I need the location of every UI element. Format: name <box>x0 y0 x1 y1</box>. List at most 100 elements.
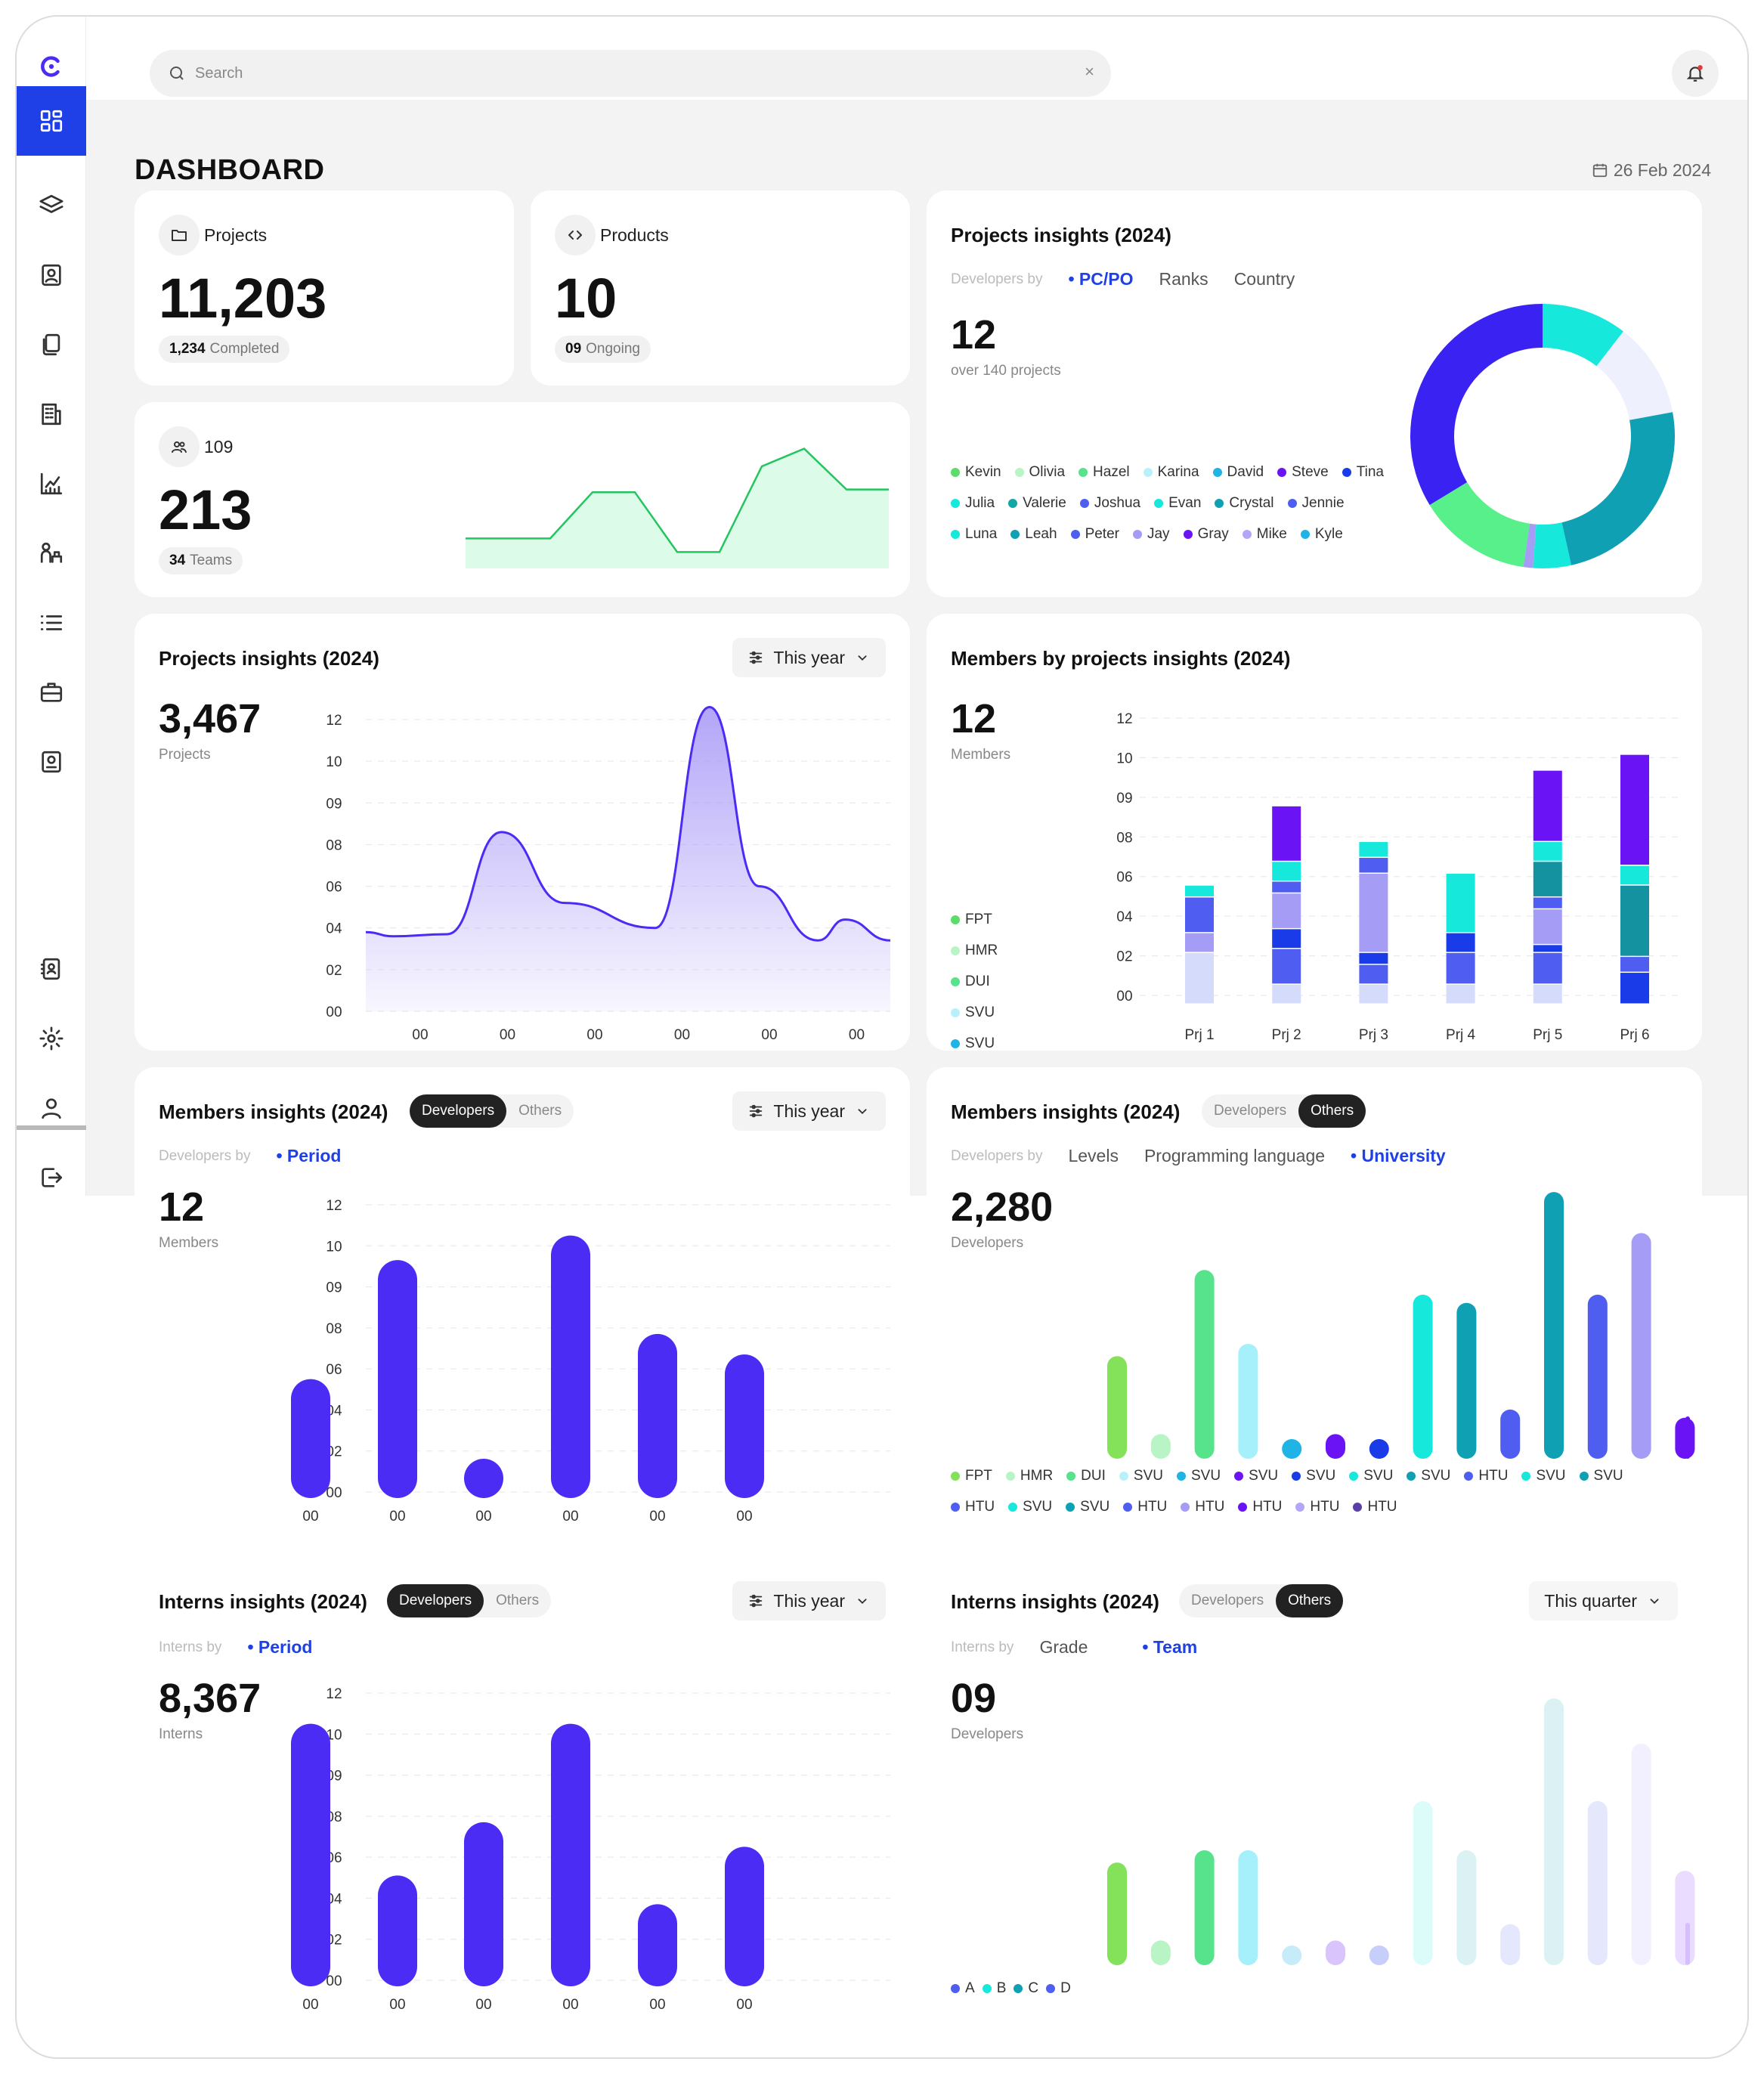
bar <box>464 1459 503 1498</box>
briefcase-icon[interactable] <box>17 658 86 727</box>
teams-card[interactable]: 109 213 34 Teams <box>135 402 910 597</box>
bar-partial <box>1685 1923 1690 1965</box>
legend-item: Kyle <box>1300 518 1343 549</box>
stack-sub: Members <box>951 747 1011 763</box>
legend-item: SVU <box>1234 1460 1278 1491</box>
dashboard-icon[interactable] <box>17 86 86 156</box>
calendar-icon <box>1593 163 1608 178</box>
x-tick-label: 00 <box>500 1027 515 1043</box>
legend-item: David <box>1212 457 1264 488</box>
legend-dot <box>1349 1471 1359 1481</box>
interns-period-dropdown[interactable]: This year <box>732 1581 886 1621</box>
legend-dot <box>1212 467 1222 477</box>
stack-segment <box>1446 984 1475 1004</box>
interns-bar-title: Interns insights (2024) <box>159 1590 367 1613</box>
interns-bar-value: 8,367 <box>159 1676 262 1721</box>
legend-dot <box>1046 1983 1056 1993</box>
members-multi-legend: FPT HMR DUI SVU SVU SVU SVU SVU SVU HTU SVU SVU HTU S… <box>951 1460 1676 1522</box>
donut-slice <box>1429 481 1530 568</box>
clear-search-icon[interactable]: × <box>1085 62 1094 81</box>
filter-label: Interns by <box>951 1639 1014 1655</box>
members-period-dropdown[interactable]: This year <box>732 1091 886 1131</box>
tab-country[interactable]: Country <box>1233 269 1295 289</box>
x-tick-label: 00 <box>736 1509 752 1525</box>
y-tick-label: 00 <box>326 1485 342 1501</box>
tab-levels[interactable]: Levels <box>1068 1146 1119 1165</box>
legend-item: SVU <box>1176 1460 1221 1491</box>
toggle-others[interactable]: Others <box>518 1103 562 1119</box>
legend-label: David <box>1227 463 1264 480</box>
bar <box>1150 1940 1171 1965</box>
legend-label: HTU <box>1367 1498 1397 1515</box>
tab-ranks[interactable]: Ranks <box>1159 269 1208 289</box>
documents-icon[interactable] <box>17 310 86 379</box>
y-tick-label: 12 <box>326 713 342 729</box>
tab-programming-language[interactable]: Programming language <box>1144 1146 1326 1165</box>
legend-dot <box>1132 529 1142 539</box>
stack-segment <box>1272 881 1301 893</box>
bar <box>725 1354 764 1498</box>
x-tick-label: Prj 4 <box>1446 1027 1476 1043</box>
bar <box>1587 1800 1608 1965</box>
toggle-others[interactable]: Others <box>496 1593 540 1608</box>
toggle-developers[interactable]: Developers <box>1191 1593 1264 1608</box>
bar <box>1456 1850 1477 1965</box>
layers-icon[interactable] <box>17 171 86 240</box>
projects-card[interactable]: Projects 11,203 1,234 Completed <box>135 190 514 385</box>
x-tick-label: Prj 6 <box>1620 1027 1649 1043</box>
analytics-icon[interactable] <box>17 449 86 518</box>
logo-icon[interactable] <box>17 32 86 101</box>
bar-partial <box>1685 1416 1690 1459</box>
legend-label: Valerie <box>1023 494 1066 511</box>
building-icon[interactable] <box>17 379 86 449</box>
logout-icon[interactable] <box>17 1143 86 1212</box>
line-period-dropdown[interactable]: This year <box>732 638 886 677</box>
tab-university[interactable]: University <box>1351 1146 1445 1166</box>
bar <box>1282 1946 1302 1965</box>
y-tick-label: 10 <box>326 754 342 770</box>
user-icon[interactable] <box>17 1073 86 1143</box>
legend-label: Evan <box>1168 494 1202 511</box>
tab-team[interactable]: Team <box>1142 1637 1197 1658</box>
toggle-others[interactable]: Others <box>1298 1094 1366 1128</box>
members-multi-sub: Developers <box>951 1235 1024 1251</box>
bar <box>1238 1850 1258 1965</box>
x-tick-label: 00 <box>649 1997 665 2013</box>
legend-item: Olivia <box>1014 457 1065 488</box>
legend-dot <box>1154 498 1164 508</box>
tab-period[interactable]: Period <box>247 1637 313 1658</box>
members-bar-card: Members insights (2024) Developers Other… <box>135 1067 910 1536</box>
products-badge: 09 Ongoing <box>555 336 651 363</box>
notification-button[interactable] <box>1672 50 1719 97</box>
tab-grade[interactable]: Grade <box>1039 1637 1088 1657</box>
search-input[interactable]: Search × <box>150 50 1111 97</box>
products-card[interactable]: Products 10 09 Ongoing <box>531 190 910 385</box>
stack-segment <box>1533 897 1562 909</box>
tab-pc-po[interactable]: PC/PO <box>1068 269 1134 289</box>
legend-dot <box>1119 1471 1128 1481</box>
app-frame: Search × DASHBOARD 26 Feb 2024 Projects … <box>15 15 1749 2059</box>
interns-quarter-dropdown[interactable]: This quarter <box>1529 1581 1678 1621</box>
badge-icon[interactable] <box>17 727 86 797</box>
list-icon[interactable] <box>17 588 86 658</box>
legend-dot <box>1300 529 1310 539</box>
legend-item: FPT <box>951 904 1007 935</box>
projects-value: 11,203 <box>159 267 327 330</box>
legend-dot <box>951 467 960 477</box>
members-multi-toggle: Developers Others <box>1202 1094 1366 1128</box>
toggle-developers[interactable]: Developers <box>410 1094 507 1128</box>
address-book-icon[interactable] <box>17 934 86 1004</box>
tab-period[interactable]: Period <box>276 1146 342 1166</box>
legend-item: HTU <box>1353 1491 1397 1522</box>
settings-icon[interactable] <box>17 1004 86 1073</box>
legend-label: FPT <box>965 911 992 927</box>
legend-item: Gray <box>1183 518 1229 549</box>
contact-icon[interactable] <box>17 240 86 310</box>
toggle-others[interactable]: Others <box>1276 1584 1344 1617</box>
people-icon[interactable] <box>17 518 86 588</box>
x-tick-label: 00 <box>674 1027 690 1043</box>
toggle-developers[interactable]: Developers <box>1214 1103 1287 1119</box>
interns-multi-chart <box>1107 1698 1695 1965</box>
donut-slice <box>1410 304 1543 506</box>
toggle-developers[interactable]: Developers <box>387 1584 484 1617</box>
